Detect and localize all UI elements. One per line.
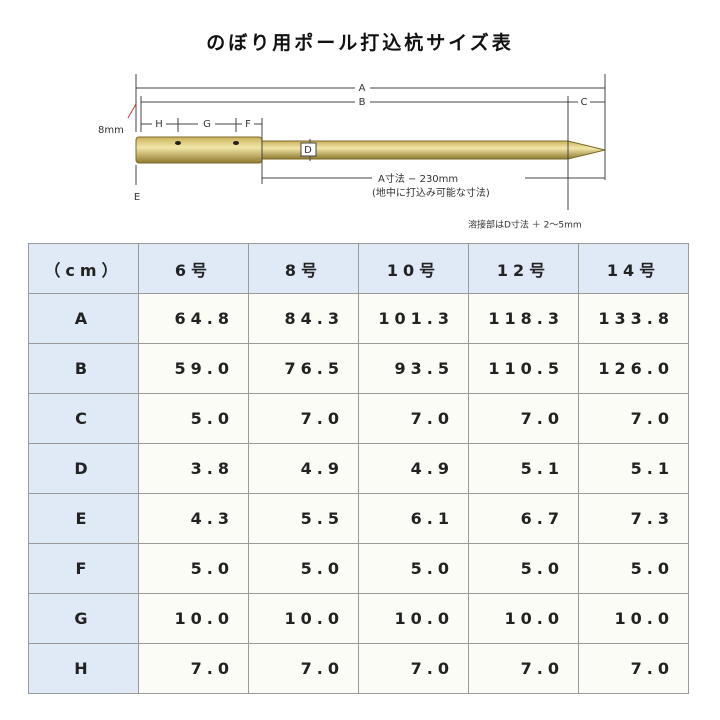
row-label: F xyxy=(28,543,139,594)
table-row: D 3.8 4.9 4.9 5.1 5.1 xyxy=(28,443,689,494)
pole-diagram: A B C H G F D 8mm E A寸法 − 230mm (地中に打込み可… xyxy=(98,74,606,231)
value-cell: 5.0 xyxy=(138,393,249,444)
dim-e: E xyxy=(134,192,140,203)
header-cell: 14号 xyxy=(578,243,689,294)
value-cell: 7.0 xyxy=(468,643,579,694)
value-cell: 10.0 xyxy=(358,593,469,644)
value-cell: 101.3 xyxy=(358,293,469,344)
table-row: H 7.0 7.0 7.0 7.0 7.0 xyxy=(28,643,689,694)
header-cell: 6号 xyxy=(138,243,249,294)
value-cell: 133.8 xyxy=(578,293,689,344)
dim-c: C xyxy=(581,97,588,108)
value-cell: 7.0 xyxy=(468,393,579,444)
value-cell: 5.0 xyxy=(578,543,689,594)
value-cell: 10.0 xyxy=(468,593,579,644)
value-cell: 4.9 xyxy=(358,443,469,494)
depth-note: (地中に打込み可能な寸法) xyxy=(372,186,490,199)
pole-collar xyxy=(135,136,263,164)
value-cell: 126.0 xyxy=(578,343,689,394)
value-cell: 5.0 xyxy=(468,543,579,594)
value-cell: 6.1 xyxy=(358,493,469,544)
value-cell: 6.7 xyxy=(468,493,579,544)
table-row: C 5.0 7.0 7.0 7.0 7.0 xyxy=(28,393,689,444)
value-cell: 7.0 xyxy=(248,393,359,444)
dim-thickness: 8mm xyxy=(98,125,124,136)
row-label: D xyxy=(28,443,139,494)
table-row: E 4.3 5.5 6.1 6.7 7.3 xyxy=(28,493,689,544)
value-cell: 7.3 xyxy=(578,493,689,544)
value-cell: 7.0 xyxy=(248,643,359,694)
header-row: （cm） 6号 8号 10号 12号 14号 xyxy=(28,243,689,294)
value-cell: 3.8 xyxy=(138,443,249,494)
value-cell: 93.5 xyxy=(358,343,469,394)
value-cell: 84.3 xyxy=(248,293,359,344)
header-cell: （cm） xyxy=(28,243,139,294)
value-cell: 5.1 xyxy=(578,443,689,494)
value-cell: 7.0 xyxy=(358,393,469,444)
value-cell: 10.0 xyxy=(248,593,359,644)
value-cell: 5.0 xyxy=(138,543,249,594)
value-cell: 4.3 xyxy=(138,493,249,544)
value-cell: 118.3 xyxy=(468,293,579,344)
dim-a: A xyxy=(359,83,366,94)
value-cell: 5.5 xyxy=(248,493,359,544)
header-cell: 10号 xyxy=(358,243,469,294)
value-cell: 110.5 xyxy=(468,343,579,394)
size-table: （cm） 6号 8号 10号 12号 14号 A 64.8 84.3 101.3 118.3 133.… xyxy=(28,243,689,694)
value-cell: 59.0 xyxy=(138,343,249,394)
header-cell: 8号 xyxy=(248,243,359,294)
value-cell: 7.0 xyxy=(358,643,469,694)
value-cell: 64.8 xyxy=(138,293,249,344)
header-cell: 12号 xyxy=(468,243,579,294)
table-row: F 5.0 5.0 5.0 5.0 5.0 xyxy=(28,543,689,594)
table-row: G 10.0 10.0 10.0 10.0 10.0 xyxy=(28,593,689,644)
value-cell: 7.0 xyxy=(578,393,689,444)
table-row: A 64.8 84.3 101.3 118.3 133.8 xyxy=(28,293,689,344)
value-cell: 10.0 xyxy=(578,593,689,644)
value-cell: 5.1 xyxy=(468,443,579,494)
value-cell: 7.0 xyxy=(578,643,689,694)
table-row: B 59.0 76.5 93.5 110.5 126.0 xyxy=(28,343,689,394)
row-label: G xyxy=(28,593,139,644)
value-cell: 5.0 xyxy=(248,543,359,594)
dim-f: F xyxy=(245,119,251,130)
title: のぼり用ポール打込杭サイズ表 xyxy=(206,32,514,54)
value-cell: 5.0 xyxy=(358,543,469,594)
dim-b: B xyxy=(359,97,366,108)
value-cell: 76.5 xyxy=(248,343,359,394)
depth-label: A寸法 − 230mm xyxy=(378,172,458,185)
row-label: E xyxy=(28,493,139,544)
weld-note: 溶接部はD寸法 ＋ 2～5mm xyxy=(468,219,582,231)
dim-d: D xyxy=(304,145,312,156)
row-label: B xyxy=(28,343,139,394)
dim-g: G xyxy=(203,119,211,130)
dim-h: H xyxy=(155,119,163,130)
value-cell: 7.0 xyxy=(138,643,249,694)
value-cell: 10.0 xyxy=(138,593,249,644)
row-label: A xyxy=(28,293,139,344)
value-cell: 4.9 xyxy=(248,443,359,494)
row-label: H xyxy=(28,643,139,694)
row-label: C xyxy=(28,393,139,444)
